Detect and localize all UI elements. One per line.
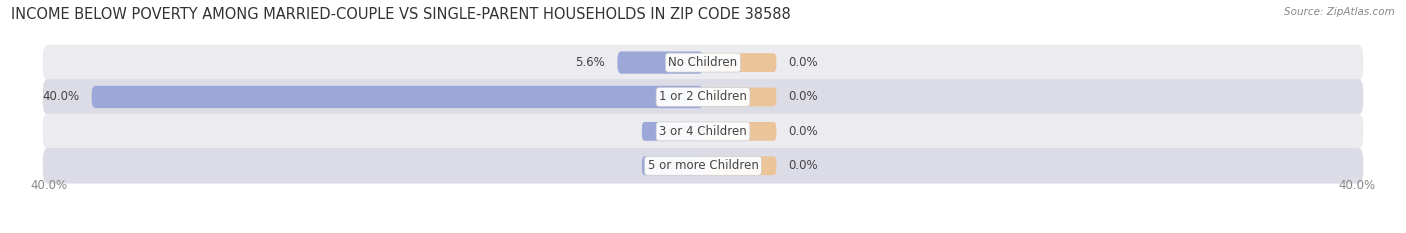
- Text: INCOME BELOW POVERTY AMONG MARRIED-COUPLE VS SINGLE-PARENT HOUSEHOLDS IN ZIP COD: INCOME BELOW POVERTY AMONG MARRIED-COUPL…: [11, 7, 792, 22]
- Text: Source: ZipAtlas.com: Source: ZipAtlas.com: [1284, 7, 1395, 17]
- FancyBboxPatch shape: [42, 79, 1364, 115]
- FancyBboxPatch shape: [91, 86, 703, 108]
- FancyBboxPatch shape: [42, 113, 1364, 149]
- FancyBboxPatch shape: [703, 88, 776, 106]
- FancyBboxPatch shape: [42, 45, 1364, 80]
- Text: 40.0%: 40.0%: [42, 90, 80, 103]
- Text: 0.0%: 0.0%: [789, 90, 818, 103]
- Text: 5.6%: 5.6%: [575, 56, 605, 69]
- Text: 40.0%: 40.0%: [1339, 178, 1375, 192]
- Text: 0.0%: 0.0%: [789, 56, 818, 69]
- Text: No Children: No Children: [668, 56, 738, 69]
- Text: 0.0%: 0.0%: [668, 159, 697, 172]
- FancyBboxPatch shape: [42, 148, 1364, 184]
- Text: 5 or more Children: 5 or more Children: [648, 159, 758, 172]
- Text: 0.0%: 0.0%: [789, 125, 818, 138]
- FancyBboxPatch shape: [643, 156, 703, 175]
- FancyBboxPatch shape: [617, 51, 703, 74]
- FancyBboxPatch shape: [703, 53, 776, 72]
- FancyBboxPatch shape: [643, 88, 703, 106]
- FancyBboxPatch shape: [643, 122, 703, 141]
- Text: 0.0%: 0.0%: [668, 125, 697, 138]
- FancyBboxPatch shape: [703, 156, 776, 175]
- Text: 40.0%: 40.0%: [31, 178, 67, 192]
- Text: 1 or 2 Children: 1 or 2 Children: [659, 90, 747, 103]
- Text: 0.0%: 0.0%: [789, 159, 818, 172]
- Text: 3 or 4 Children: 3 or 4 Children: [659, 125, 747, 138]
- FancyBboxPatch shape: [703, 122, 776, 141]
- FancyBboxPatch shape: [643, 53, 703, 72]
